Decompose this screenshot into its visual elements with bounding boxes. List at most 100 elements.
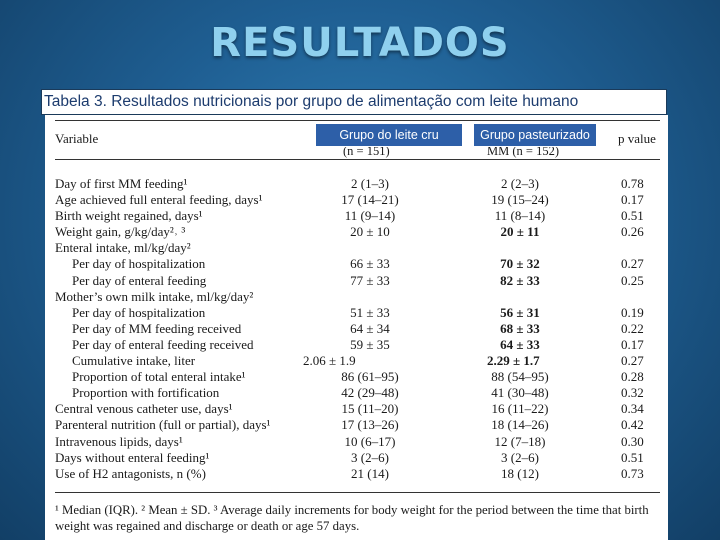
row-group-a-value: 20 ± 10 — [350, 224, 390, 240]
table-row: Intravenous lipids, days¹ 10 (6–17) 12 (7–… — [55, 434, 660, 450]
row-variable: Intravenous lipids, days¹ — [55, 433, 183, 449]
row-p-value: 0.73 — [621, 465, 644, 481]
row-variable: Cumulative intake, liter — [72, 353, 196, 369]
slide-title: RESULTADOS — [210, 20, 510, 66]
table-row: Age achieved full enteral feeding, days¹… — [55, 192, 660, 208]
row-group-b-value: 2.29 ± 1.7 — [487, 353, 540, 369]
table-row: Mother’s own milk intake, ml/kg/day² — [55, 289, 660, 305]
row-group-a-value: 66 ± 33 — [350, 256, 390, 272]
row-variable: Proportion of total enteral intake¹ — [72, 369, 246, 385]
table-row: Use of H2 antagonists, n (%) 21 (14) 18 (1… — [55, 466, 660, 482]
table-footnote: ¹ Median (IQR). ² Mean ± SD. ³ Average d… — [55, 492, 660, 534]
table-row: Cumulative intake, liter 2.06 ± 1.9 2.29 ±… — [55, 353, 660, 369]
table-header: Variable (n = 151) MM (n = 152) p value … — [55, 120, 660, 160]
table-row: Weight gain, g/kg/day²˒ ³ 20 ± 10 20 ± 11 0… — [55, 224, 660, 240]
row-group-a-value: 64 ± 34 — [350, 320, 390, 336]
row-group-a-value: 59 ± 35 — [350, 336, 390, 352]
row-variable: Mother’s own milk intake, ml/kg/day² — [55, 288, 254, 304]
row-p-value: 0.42 — [621, 417, 644, 433]
table-caption: Tabela 3. Resultados nutricionais por gr… — [41, 89, 667, 115]
table-panel: Variable (n = 151) MM (n = 152) p value … — [45, 115, 668, 540]
row-group-a-value: 2 (1–3) — [351, 176, 389, 191]
table-body: Day of first MM feeding¹ 2 (1–3) 2 (2–3) 0.… — [55, 176, 660, 482]
row-group-a-value: 15 (11–20) — [341, 401, 399, 417]
row-group-a-value: 11 (9–14) — [344, 208, 396, 224]
row-group-b-value: 18 (14–26) — [491, 417, 549, 433]
row-group-b-value: 19 (15–24) — [491, 192, 549, 208]
row-variable: Per day of hospitalization — [72, 304, 206, 320]
row-variable: Birth weight regained, days¹ — [55, 208, 203, 224]
row-group-a-value: 2.06 ± 1.9 — [303, 353, 356, 369]
row-group-a-value: 3 (2–6) — [351, 449, 389, 465]
row-group-b-value: 68 ± 33 — [500, 320, 540, 336]
row-group-b-value: 18 (12) — [501, 465, 539, 481]
group-b-label: Grupo pasteurizado — [473, 123, 597, 147]
row-variable: Central venous catheter use, days¹ — [55, 401, 233, 417]
row-variable: Enteral intake, ml/kg/day² — [55, 240, 191, 256]
row-p-value: 0.51 — [621, 449, 644, 465]
row-group-b-value: 12 (7–18) — [494, 433, 546, 449]
table-row: Per day of enteral feeding received 59 ± … — [55, 337, 660, 353]
row-group-b-value: 2 (2–3) — [501, 176, 539, 191]
row-p-value: 0.22 — [621, 320, 644, 336]
row-group-a-value: 10 (6–17) — [344, 433, 396, 449]
row-p-value: 0.51 — [621, 208, 644, 224]
row-variable: Parenteral nutrition (full or partial), … — [55, 417, 271, 433]
row-variable: Per day of enteral feeding received — [72, 336, 254, 352]
table-row: Per day of hospitalization 51 ± 33 56 ± 31… — [55, 305, 660, 321]
row-group-b-value: 3 (2–6) — [501, 449, 539, 465]
row-p-value: 0.78 — [621, 176, 644, 191]
row-p-value: 0.34 — [621, 401, 644, 417]
table-row: Parenteral nutrition (full or partial), … — [55, 417, 660, 433]
row-group-a-value: 86 (61–95) — [341, 369, 399, 385]
table-row: Day of first MM feeding¹ 2 (1–3) 2 (2–3) 0.… — [55, 176, 660, 192]
table-row: Days without enteral feeding¹ 3 (2–6) 3 (2… — [55, 450, 660, 466]
row-group-b-value: 11 (8–14) — [494, 208, 546, 224]
table-row: Proportion of total enteral intake¹ 86 (6… — [55, 369, 660, 385]
row-variable: Per day of MM feeding received — [72, 320, 242, 336]
row-variable: Per day of hospitalization — [72, 256, 206, 272]
row-variable: Proportion with fortification — [72, 385, 220, 401]
row-p-value: 0.25 — [621, 272, 644, 288]
table-row: Proportion with fortification 42 (29–48) 4… — [55, 385, 660, 401]
row-group-a-value: 17 (13–26) — [341, 417, 399, 433]
group-a-label: Grupo do leite cru — [315, 123, 463, 147]
row-group-a-value: 42 (29–48) — [341, 385, 399, 401]
row-variable: Days without enteral feeding¹ — [55, 449, 210, 465]
row-p-value: 0.27 — [621, 256, 644, 272]
header-group-b-n: MM (n = 152) — [487, 144, 559, 158]
row-p-value: 0.28 — [621, 369, 644, 385]
row-group-a-value: 21 (14) — [351, 465, 389, 481]
row-p-value: 0.30 — [621, 433, 644, 449]
table-row: Enteral intake, ml/kg/day² — [55, 240, 660, 256]
row-group-a-value: 51 ± 33 — [350, 304, 390, 320]
row-p-value: 0.26 — [621, 224, 644, 240]
row-group-b-value: 70 ± 32 — [500, 256, 540, 272]
table-row: Central venous catheter use, days¹ 15 (11… — [55, 401, 660, 417]
row-variable: Per day of enteral feeding — [72, 272, 207, 288]
row-group-b-value: 56 ± 31 — [500, 304, 540, 320]
row-variable: Age achieved full enteral feeding, days¹ — [55, 192, 263, 208]
table-row: Per day of enteral feeding 77 ± 33 82 ± 33… — [55, 273, 660, 289]
row-p-value: 0.17 — [621, 336, 644, 352]
header-variable: Variable — [55, 131, 99, 146]
row-p-value: 0.19 — [621, 304, 644, 320]
results-table: Variable (n = 151) MM (n = 152) p value … — [55, 120, 660, 533]
header-group-a-n: (n = 151) — [343, 144, 390, 158]
row-group-a-value: 17 (14–21) — [341, 192, 399, 208]
table-row: Birth weight regained, days¹ 11 (9–14) 11 … — [55, 208, 660, 224]
row-group-b-value: 82 ± 33 — [500, 272, 540, 288]
row-variable: Day of first MM feeding¹ — [55, 176, 188, 191]
row-group-a-value: 77 ± 33 — [350, 272, 390, 288]
row-p-value: 0.17 — [621, 192, 644, 208]
header-p-value: p value — [618, 131, 656, 146]
row-variable: Use of H2 antagonists, n (%) — [55, 465, 206, 481]
row-p-value: 0.32 — [621, 385, 644, 401]
table-row: Per day of MM feeding received 64 ± 34 68 … — [55, 321, 660, 337]
row-group-b-value: 20 ± 11 — [500, 224, 540, 240]
row-group-b-value: 88 (54–95) — [491, 369, 549, 385]
row-group-b-value: 41 (30–48) — [491, 385, 549, 401]
row-p-value: 0.27 — [621, 353, 644, 369]
table-row: Per day of hospitalization 66 ± 33 70 ± 32… — [55, 256, 660, 272]
row-group-b-value: 16 (11–22) — [491, 401, 549, 417]
